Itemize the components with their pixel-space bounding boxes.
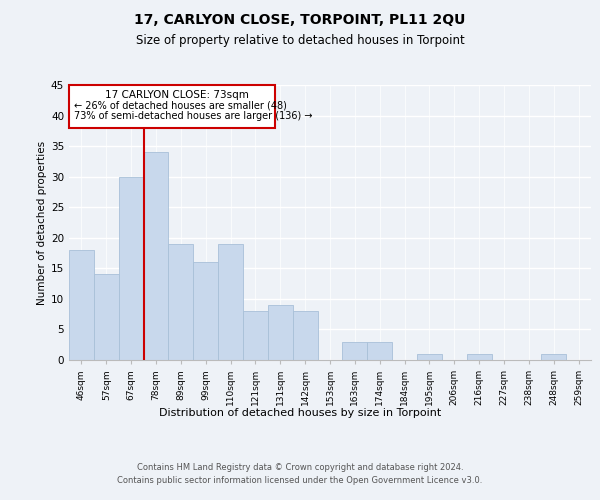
Text: ← 26% of detached houses are smaller (48): ← 26% of detached houses are smaller (48…	[74, 100, 287, 110]
Bar	[417, 354, 442, 360]
Bar	[268, 305, 293, 360]
Bar	[367, 342, 392, 360]
Text: 73% of semi-detached houses are larger (136) →: 73% of semi-detached houses are larger (…	[74, 112, 313, 122]
Bar	[541, 354, 566, 360]
Bar	[119, 176, 143, 360]
Text: Contains public sector information licensed under the Open Government Licence v3: Contains public sector information licen…	[118, 476, 482, 485]
Bar	[467, 354, 491, 360]
Bar	[169, 244, 193, 360]
Text: 17 CARLYON CLOSE: 73sqm: 17 CARLYON CLOSE: 73sqm	[105, 90, 249, 100]
Text: 17, CARLYON CLOSE, TORPOINT, PL11 2QU: 17, CARLYON CLOSE, TORPOINT, PL11 2QU	[134, 12, 466, 26]
Bar	[69, 250, 94, 360]
Bar	[343, 342, 367, 360]
Bar	[193, 262, 218, 360]
Y-axis label: Number of detached properties: Number of detached properties	[37, 140, 47, 304]
Text: Distribution of detached houses by size in Torpoint: Distribution of detached houses by size …	[159, 408, 441, 418]
Bar	[218, 244, 243, 360]
Bar	[143, 152, 169, 360]
Text: Size of property relative to detached houses in Torpoint: Size of property relative to detached ho…	[136, 34, 464, 47]
Bar	[94, 274, 119, 360]
Text: Contains HM Land Registry data © Crown copyright and database right 2024.: Contains HM Land Registry data © Crown c…	[137, 462, 463, 471]
Bar	[293, 311, 317, 360]
FancyBboxPatch shape	[69, 85, 275, 128]
Bar	[243, 311, 268, 360]
